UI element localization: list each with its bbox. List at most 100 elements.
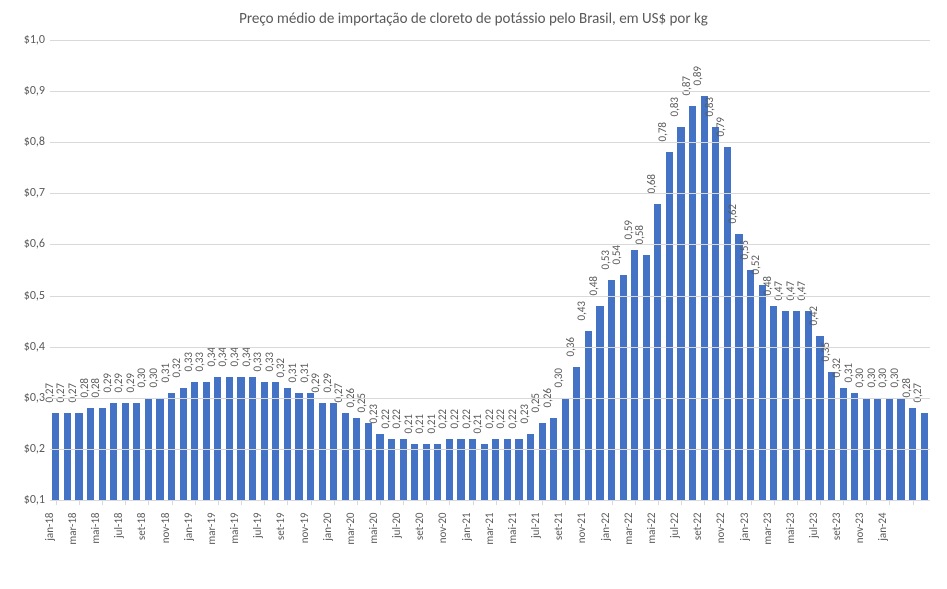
x-tick-label: mar-23 <box>767 480 780 512</box>
bar <box>701 96 708 500</box>
bar-slot: 0,79 <box>722 40 734 500</box>
y-tick-label: $1,0 <box>10 33 45 47</box>
bar <box>365 423 372 500</box>
x-tick-label: set-19 <box>281 485 294 513</box>
bar-slot: 0,27 <box>62 40 74 500</box>
bar <box>133 403 140 500</box>
bar-slot: 0,48 <box>768 40 780 500</box>
bar-slot: 0,28 <box>907 40 919 500</box>
x-tick-mark <box>357 500 358 505</box>
bar-slot: 0,21 <box>409 40 421 500</box>
bar-slot: 0,34 <box>235 40 247 500</box>
x-tick-mark <box>820 500 821 505</box>
gridline <box>50 244 930 245</box>
gridline <box>50 449 930 450</box>
x-tick-label: jan-19 <box>188 484 201 512</box>
bar-slot: 0,21 <box>432 40 444 500</box>
bar <box>712 127 719 500</box>
x-tick-mark <box>727 500 728 505</box>
gridline <box>50 142 930 143</box>
x-tick-mark <box>704 500 705 505</box>
x-tick-mark <box>658 500 659 505</box>
x-tick-mark <box>195 500 196 505</box>
plot-area: 0,270,270,270,280,280,290,290,290,300,30… <box>50 40 930 501</box>
bar <box>805 311 812 500</box>
bar-slot: 0,42 <box>814 40 826 500</box>
bar-slot: 0,22 <box>513 40 525 500</box>
bar-slot: 0,30 <box>559 40 571 500</box>
x-tick-label: nov-21 <box>582 482 595 513</box>
y-tick-label: $0,9 <box>10 84 45 98</box>
y-tick-label: $0,8 <box>10 135 45 149</box>
gridline <box>50 193 930 194</box>
x-tick-label: mar-22 <box>628 480 641 512</box>
bar <box>550 418 557 500</box>
bar <box>411 444 418 500</box>
bar-slot: 0,35 <box>826 40 838 500</box>
bar <box>180 388 187 500</box>
bar <box>793 311 800 500</box>
x-tick-mark <box>79 500 80 505</box>
bar-slot: 0,23 <box>525 40 537 500</box>
bar-slot: 0,25 <box>363 40 375 500</box>
bar-slot: 0,26 <box>351 40 363 500</box>
x-tick-mark <box>519 500 520 505</box>
x-tick-label: nov-23 <box>860 482 873 513</box>
bar <box>654 204 661 500</box>
bar-slot: 0,25 <box>536 40 548 500</box>
bar-slot: 0,23 <box>374 40 386 500</box>
bar-slot: 0,34 <box>212 40 224 500</box>
bar <box>203 382 210 500</box>
bars-layer: 0,270,270,270,280,280,290,290,290,300,30… <box>50 40 930 500</box>
x-tick-label: jan-22 <box>605 484 618 512</box>
x-tick-mark <box>172 500 173 505</box>
bar-slot: 0,34 <box>224 40 236 500</box>
x-tick-label: mai-18 <box>96 481 109 512</box>
x-tick-mark <box>588 500 589 505</box>
bar <box>272 382 279 500</box>
y-tick-label: $0,2 <box>10 442 45 456</box>
bar-slot: 0,30 <box>861 40 873 500</box>
x-tick-label: set-21 <box>559 485 572 513</box>
bar-slot: 0,58 <box>641 40 653 500</box>
x-tick-label: mar-19 <box>211 480 224 512</box>
bar-slot: 0,30 <box>884 40 896 500</box>
bar-slot: 0,34 <box>247 40 259 500</box>
bar-slot: 0,33 <box>258 40 270 500</box>
bar-slot: 0,36 <box>571 40 583 500</box>
bar <box>840 388 847 500</box>
bar <box>828 372 835 500</box>
x-tick-mark <box>264 500 265 505</box>
bar-slot: 0,47 <box>791 40 803 500</box>
gridline <box>50 398 930 399</box>
bar-slot: 0,53 <box>606 40 618 500</box>
x-tick-label: mar-18 <box>72 480 85 512</box>
bar-slot: 0,31 <box>293 40 305 500</box>
bar-slot: 0,22 <box>386 40 398 500</box>
y-tick-label: $0,1 <box>10 493 45 507</box>
x-tick-mark <box>449 500 450 505</box>
x-tick-mark <box>612 500 613 505</box>
x-tick-label: mai-21 <box>512 481 525 512</box>
x-tick-mark <box>311 500 312 505</box>
bar-slot: 0,22 <box>490 40 502 500</box>
bar <box>319 403 326 500</box>
bar <box>573 367 580 500</box>
x-tick-label: nov-18 <box>165 482 178 513</box>
y-tick-label: $0,6 <box>10 237 45 251</box>
bar-slot: 0,29 <box>131 40 143 500</box>
bar-slot: 0,28 <box>96 40 108 500</box>
x-tick-mark <box>56 500 57 505</box>
bar-slot: 0,28 <box>85 40 97 500</box>
x-tick-mark <box>751 500 752 505</box>
bar-slot: 0,43 <box>583 40 595 500</box>
x-tick-mark <box>774 500 775 505</box>
x-tick-label: mai-22 <box>651 481 664 512</box>
bar <box>620 275 627 500</box>
bar-slot: 0,89 <box>698 40 710 500</box>
bar <box>226 377 233 500</box>
bar <box>666 152 673 500</box>
bar-slot: 0,31 <box>166 40 178 500</box>
bar-slot: 0,59 <box>629 40 641 500</box>
bar <box>457 439 464 500</box>
